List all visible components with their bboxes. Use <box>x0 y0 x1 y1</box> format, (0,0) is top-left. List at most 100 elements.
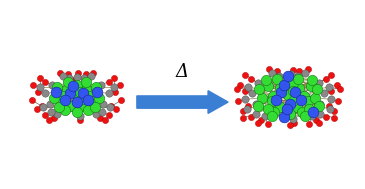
Point <box>328 90 334 93</box>
Point <box>255 104 261 107</box>
Point <box>112 91 118 94</box>
Point <box>255 81 261 84</box>
Point <box>273 98 279 101</box>
Point <box>65 80 71 83</box>
Point <box>245 104 251 107</box>
Point <box>102 118 108 121</box>
Point <box>77 115 83 118</box>
Point <box>292 91 298 94</box>
Point <box>42 92 47 95</box>
Point <box>317 112 323 115</box>
Point <box>301 94 307 97</box>
Point <box>235 100 241 103</box>
Point <box>111 86 117 89</box>
Point <box>242 73 248 76</box>
Point <box>94 91 100 94</box>
Point <box>58 100 64 103</box>
Point <box>74 101 80 104</box>
Point <box>34 107 40 110</box>
Point <box>93 86 99 89</box>
Point <box>274 78 280 81</box>
Point <box>82 80 89 83</box>
Point <box>59 74 66 77</box>
Point <box>274 70 280 73</box>
Point <box>316 81 322 84</box>
Point <box>85 109 91 112</box>
Point <box>70 85 76 88</box>
Point <box>298 98 304 101</box>
Point <box>41 105 46 108</box>
Point <box>91 71 96 74</box>
Point <box>51 97 57 100</box>
Point <box>79 98 85 101</box>
Point <box>291 98 297 101</box>
Point <box>259 96 265 99</box>
Point <box>62 98 68 101</box>
Point <box>277 86 283 89</box>
Point <box>299 111 305 114</box>
Point <box>75 72 81 75</box>
Point <box>331 110 337 113</box>
Point <box>306 107 312 110</box>
Point <box>255 122 261 125</box>
Point <box>42 80 47 83</box>
Point <box>245 86 251 89</box>
Point <box>278 91 284 94</box>
Point <box>57 71 63 74</box>
Point <box>270 94 276 97</box>
Point <box>331 116 337 119</box>
Point <box>313 119 319 122</box>
Point <box>258 119 264 122</box>
Point <box>96 97 102 100</box>
Point <box>237 83 243 86</box>
Point <box>98 83 104 86</box>
Point <box>108 104 114 107</box>
Point <box>306 122 312 125</box>
Point <box>287 113 293 116</box>
Point <box>67 104 73 107</box>
FancyArrow shape <box>137 91 228 113</box>
Point <box>262 115 268 118</box>
Point <box>322 91 327 94</box>
Point <box>113 107 119 110</box>
Point <box>272 111 277 114</box>
Point <box>287 102 293 105</box>
Point <box>288 73 294 76</box>
Point <box>81 76 87 79</box>
Point <box>328 73 334 76</box>
Point <box>248 116 254 119</box>
Point <box>77 118 83 121</box>
Point <box>281 83 287 86</box>
Point <box>83 88 89 91</box>
Point <box>87 95 92 98</box>
Point <box>323 116 329 119</box>
Point <box>269 100 274 103</box>
Point <box>308 84 314 87</box>
Point <box>265 122 270 125</box>
Point <box>289 81 295 84</box>
Point <box>61 95 67 98</box>
Point <box>296 86 302 89</box>
Point <box>71 78 77 81</box>
Point <box>266 68 272 71</box>
Point <box>36 86 42 89</box>
Point <box>285 93 291 96</box>
Point <box>106 92 112 95</box>
Point <box>309 78 315 81</box>
Point <box>99 110 105 113</box>
Point <box>317 102 323 105</box>
Point <box>265 84 270 87</box>
Point <box>337 88 343 91</box>
Point <box>285 75 291 78</box>
Point <box>35 91 41 94</box>
Point <box>82 72 89 75</box>
Point <box>92 105 97 108</box>
Point <box>326 86 331 89</box>
Point <box>302 115 308 118</box>
Point <box>289 118 295 121</box>
Point <box>240 110 246 113</box>
Point <box>85 98 91 101</box>
Point <box>240 116 246 119</box>
Point <box>106 113 112 116</box>
Point <box>284 108 290 111</box>
